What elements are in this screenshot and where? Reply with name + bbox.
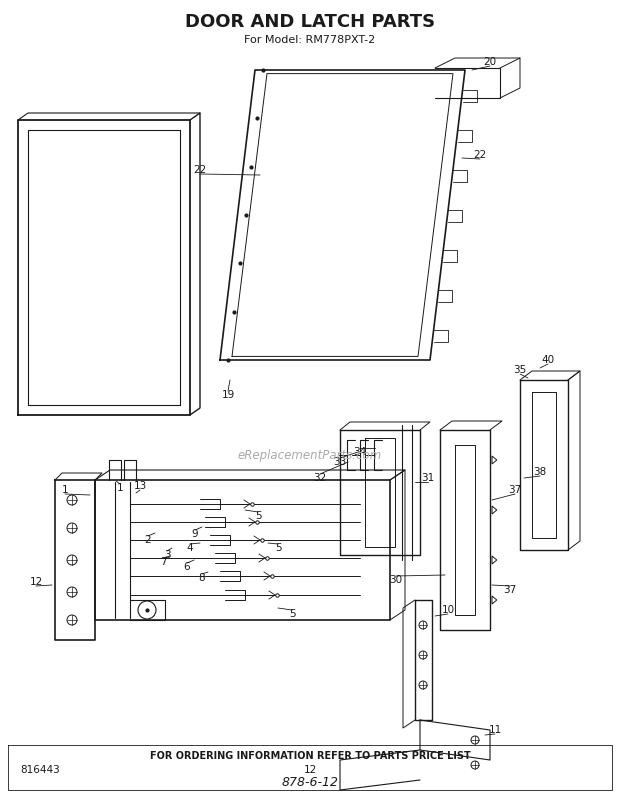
Text: 5: 5 [275, 543, 281, 553]
Text: 5: 5 [289, 609, 295, 619]
Text: For Model: RM778PXT-2: For Model: RM778PXT-2 [244, 35, 376, 45]
Text: 40: 40 [541, 355, 554, 365]
Text: 11: 11 [489, 725, 502, 735]
Text: 878-6-12: 878-6-12 [281, 776, 339, 790]
Text: 33: 33 [334, 457, 347, 467]
Text: 9: 9 [192, 529, 198, 539]
Text: 6: 6 [184, 562, 190, 572]
Text: 1: 1 [61, 485, 68, 495]
Text: 13: 13 [133, 481, 146, 491]
Text: 32: 32 [313, 473, 327, 483]
Text: 5: 5 [255, 511, 261, 521]
Text: 4: 4 [187, 543, 193, 553]
Text: 12: 12 [29, 577, 43, 587]
Text: 38: 38 [533, 467, 547, 477]
Text: 31: 31 [422, 473, 435, 483]
Text: 20: 20 [484, 57, 497, 67]
Text: 816443: 816443 [20, 765, 60, 775]
Text: 19: 19 [221, 390, 234, 400]
Text: 1: 1 [117, 483, 123, 493]
Text: 12: 12 [303, 765, 317, 775]
Text: 34: 34 [353, 447, 366, 457]
Text: 8: 8 [198, 573, 205, 583]
Text: 3: 3 [164, 550, 170, 560]
Text: 37: 37 [508, 485, 521, 495]
Text: 35: 35 [513, 365, 526, 375]
Text: 30: 30 [389, 575, 402, 585]
Text: 22: 22 [474, 150, 487, 160]
Text: DOOR AND LATCH PARTS: DOOR AND LATCH PARTS [185, 13, 435, 31]
Text: 10: 10 [441, 605, 454, 615]
Text: 2: 2 [144, 535, 151, 545]
Text: eReplacementParts.com: eReplacementParts.com [238, 448, 382, 462]
Text: 22: 22 [193, 165, 206, 175]
Text: 7: 7 [160, 557, 166, 567]
Text: FOR ORDERING INFORMATION REFER TO PARTS PRICE LIST: FOR ORDERING INFORMATION REFER TO PARTS … [149, 751, 471, 761]
Text: 37: 37 [503, 585, 516, 595]
